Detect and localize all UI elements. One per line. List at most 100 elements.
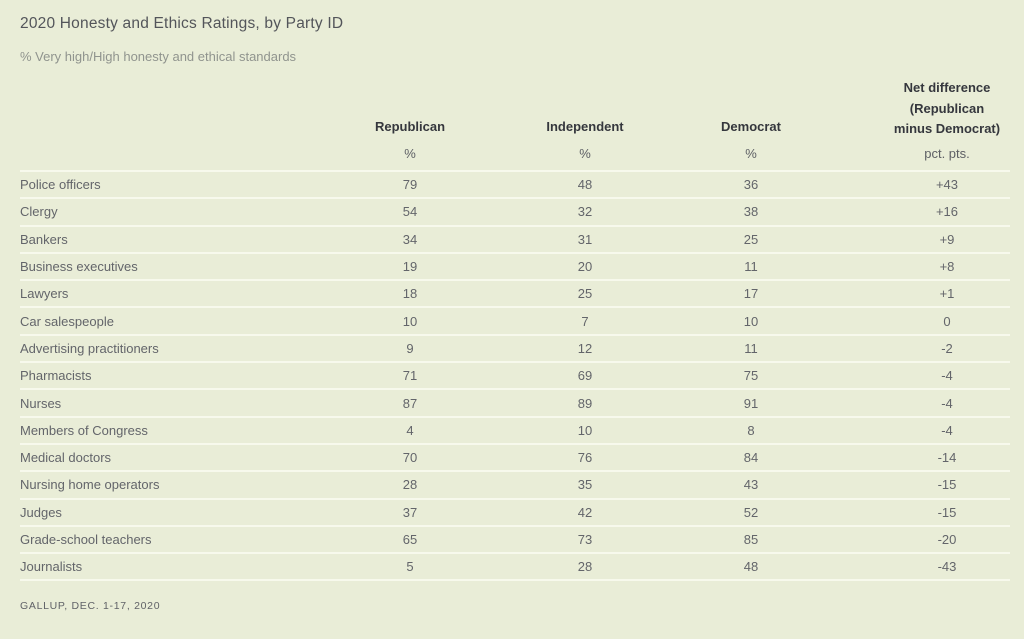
net-value: -20 — [937, 532, 957, 547]
profession-label: Journalists — [20, 559, 83, 575]
profession-label: Business executives — [20, 259, 138, 275]
democrat-value: 17 — [743, 286, 759, 302]
independent-value: 76 — [577, 450, 593, 466]
profession-label: Lawyers — [20, 286, 69, 302]
profession-label: Grade-school teachers — [20, 532, 152, 547]
profession-label: Nursing home operators — [20, 477, 160, 493]
table-row: Bankers 34 31 25 +9 — [20, 224, 1010, 252]
column-header-republican: Republican — [374, 119, 446, 134]
net-value: -43 — [937, 559, 957, 575]
independent-value: 69 — [577, 368, 593, 384]
profession-label: Nurses — [20, 395, 62, 411]
net-value: +16 — [935, 204, 959, 220]
net-header-line3: minus Democrat) — [893, 121, 1001, 136]
unit-independent: % — [579, 146, 591, 161]
table-row: Business executives 19 20 11 +8 — [20, 251, 1010, 279]
republican-value: 5 — [406, 559, 414, 575]
net-value: +8 — [939, 259, 955, 275]
profession-label: Members of Congress — [20, 422, 148, 438]
net-value: -4 — [941, 395, 953, 411]
democrat-value: 11 — [744, 259, 758, 275]
net-value: -14 — [937, 450, 957, 466]
democrat-value: 10 — [743, 313, 759, 329]
republican-value: 18 — [402, 286, 418, 302]
table-row: Nurses 87 89 91 -4 — [20, 388, 1010, 415]
democrat-value: 84 — [743, 450, 759, 466]
profession-label: Bankers — [20, 231, 68, 247]
republican-value: 10 — [402, 313, 418, 329]
net-value: -4 — [941, 422, 953, 438]
independent-value: 28 — [577, 559, 593, 575]
net-value: -15 — [937, 477, 957, 493]
net-value: +43 — [935, 177, 959, 193]
table-row: Police officers 79 48 36 +43 — [20, 170, 1010, 197]
unit-democrat: % — [745, 146, 757, 161]
democrat-value: 36 — [743, 177, 759, 193]
net-value: 0 — [943, 313, 951, 329]
table-row: Nursing home operators 28 35 43 -15 — [20, 470, 1010, 497]
democrat-value: 11 — [744, 340, 758, 356]
independent-value: 73 — [577, 532, 593, 547]
independent-value: 7 — [581, 313, 589, 329]
independent-value: 32 — [577, 204, 593, 220]
republican-value: 4 — [406, 422, 414, 438]
republican-value: 70 — [402, 450, 418, 466]
democrat-value: 8 — [747, 422, 755, 438]
table-row: Pharmacists 71 69 75 -4 — [20, 361, 1010, 388]
republican-value: 65 — [402, 532, 418, 547]
page-title: 2020 Honesty and Ethics Ratings, by Part… — [20, 15, 344, 32]
net-value: -15 — [937, 504, 957, 520]
column-header-net-difference: Net difference (Republican minus Democra… — [894, 78, 1000, 140]
independent-value: 89 — [577, 395, 593, 411]
republican-value: 28 — [402, 477, 418, 493]
table-row: Advertising practitioners 9 12 11 -2 — [20, 333, 1010, 361]
independent-value: 48 — [577, 177, 593, 193]
table-row: Medical doctors 70 76 84 -14 — [20, 442, 1010, 470]
republican-value: 9 — [406, 340, 414, 356]
net-value: +1 — [939, 286, 955, 302]
republican-value: 87 — [402, 395, 418, 411]
table-row: Clergy 54 32 38 +16 — [20, 197, 1010, 224]
table-row: Journalists 5 28 48 -43 — [20, 552, 1010, 579]
table-row: Judges 37 42 52 -15 — [20, 497, 1010, 525]
democrat-value: 48 — [743, 559, 759, 575]
profession-label: Medical doctors — [20, 450, 112, 466]
republican-value: 37 — [402, 504, 418, 520]
democrat-value: 38 — [743, 204, 759, 220]
profession-label: Police officers — [20, 177, 101, 193]
democrat-value: 91 — [743, 395, 759, 411]
republican-value: 34 — [402, 231, 418, 247]
unit-net-difference: pct. pts. — [924, 146, 970, 161]
independent-value: 20 — [577, 259, 593, 275]
table-row: Members of Congress 4 10 8 -4 — [20, 415, 1010, 443]
net-header-line1: Net difference — [903, 80, 991, 95]
table-row: Lawyers 18 25 17 +1 — [20, 279, 1010, 306]
net-value: -2 — [941, 340, 953, 356]
net-value: -4 — [941, 368, 953, 384]
republican-value: 54 — [402, 204, 418, 220]
independent-value: 42 — [577, 504, 593, 520]
table-row: Car salespeople 10 7 10 0 — [20, 306, 1010, 333]
page-subtitle: % Very high/High honesty and ethical sta… — [20, 49, 297, 64]
republican-value: 19 — [402, 259, 418, 275]
profession-label: Advertising practitioners — [20, 340, 159, 356]
republican-value: 79 — [402, 177, 418, 193]
independent-value: 35 — [577, 477, 593, 493]
independent-value: 10 — [577, 422, 593, 438]
profession-label: Clergy — [20, 204, 58, 220]
democrat-value: 25 — [743, 231, 759, 247]
democrat-value: 85 — [743, 532, 759, 547]
republican-value: 71 — [402, 368, 418, 384]
independent-value: 12 — [577, 340, 593, 356]
column-header-democrat: Democrat — [721, 119, 781, 134]
profession-label: Pharmacists — [20, 368, 92, 384]
profession-label: Car salespeople — [20, 313, 114, 329]
democrat-value: 75 — [743, 368, 759, 384]
net-header-line2: (Republican — [909, 100, 985, 116]
democrat-value: 52 — [743, 504, 759, 520]
independent-value: 25 — [577, 286, 593, 302]
table-header: Net difference (Republican minus Democra… — [20, 78, 1010, 168]
table-row: Grade-school teachers 65 73 85 -20 — [20, 524, 1010, 552]
column-header-independent: Independent — [546, 119, 624, 134]
independent-value: 31 — [577, 231, 593, 247]
